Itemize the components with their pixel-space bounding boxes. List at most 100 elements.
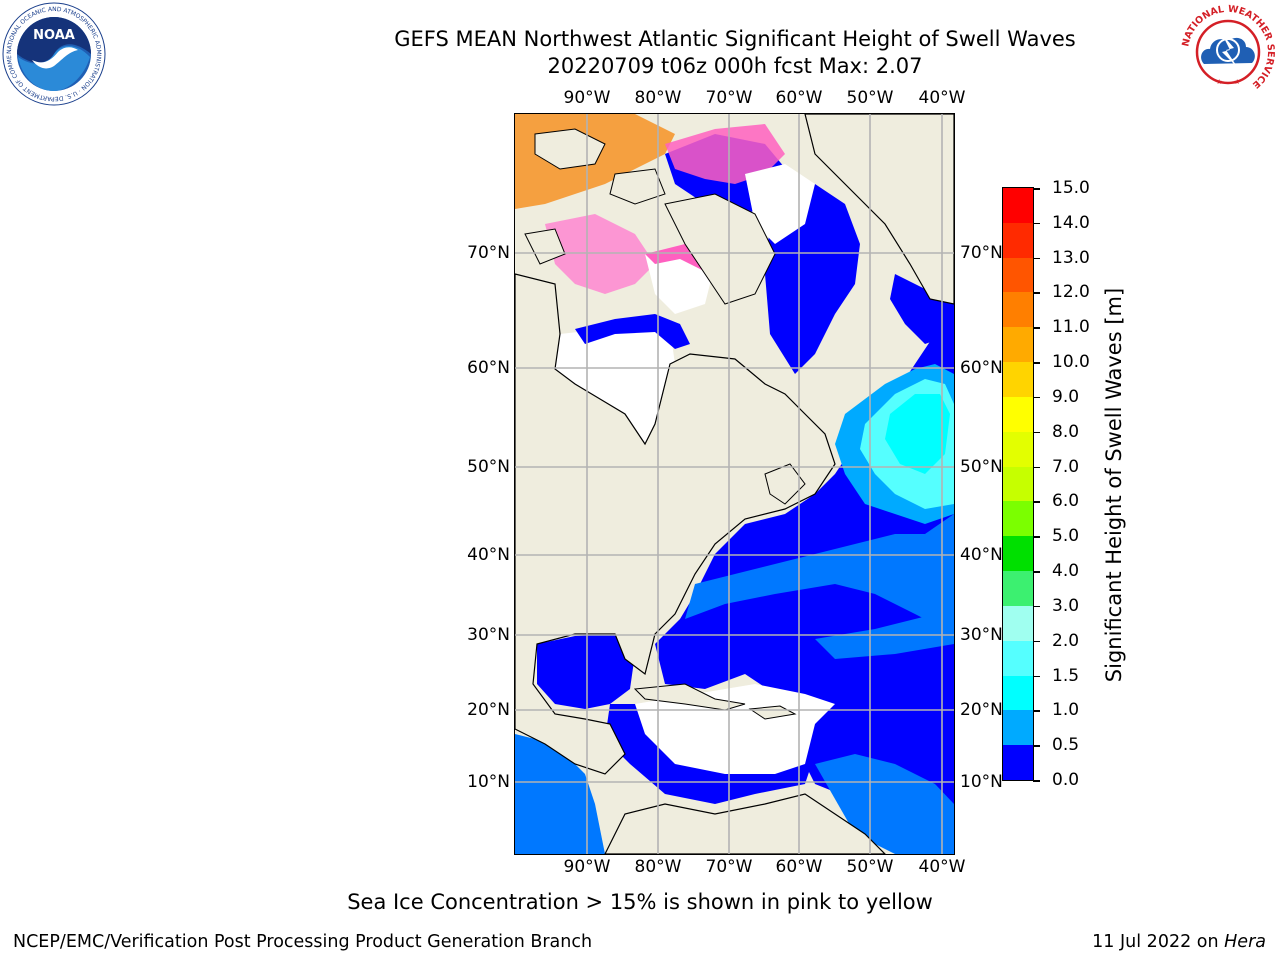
swell-band-0-5-c <box>815 754 954 854</box>
colorbar-segment <box>1003 431 1033 468</box>
colorbar-tick-mark <box>1033 640 1040 643</box>
colorbar-segment <box>1003 466 1033 502</box>
lon-tick-bottom: 90°W <box>563 857 611 877</box>
colorbar-tick-mark <box>1033 710 1040 712</box>
land-south-america <box>604 793 886 854</box>
colorbar-tick-label: 2.0 <box>1052 630 1080 651</box>
land-cuba <box>633 683 746 711</box>
colorbar-tick-mark <box>1033 501 1040 503</box>
hudson-bay-rim <box>575 314 690 349</box>
colorbar-tick-mark <box>1033 745 1040 747</box>
colorbar-tick-mark <box>1033 675 1040 678</box>
colorbar-tick-label: 0.5 <box>1052 735 1080 756</box>
lon-tick-top: 70°W <box>705 88 753 108</box>
colorbar-tick-label: 3.0 <box>1052 595 1080 616</box>
lat-tick-left: 30°N <box>467 625 510 645</box>
colorbar-tick-label: 9.0 <box>1052 386 1080 407</box>
colorbar-segment <box>1003 188 1033 224</box>
svg-text:NOAA: NOAA <box>33 28 75 43</box>
swell-height-map <box>514 113 955 855</box>
ocean-gulf <box>537 634 635 709</box>
colorbar-segment <box>1003 675 1033 711</box>
colorbar-tick-label: 8.0 <box>1052 421 1080 442</box>
lon-tick-top: 90°W <box>563 88 611 108</box>
lon-tick-bottom: 40°W <box>918 857 966 877</box>
sea-ice-edge <box>665 124 785 184</box>
lon-tick-top: 80°W <box>634 88 682 108</box>
sea-ice-footnote: Sea Ice Concentration > 15% is shown in … <box>347 890 933 914</box>
colorbar-tick-label: 15.0 <box>1052 178 1090 198</box>
footer-date: 11 Jul 2022 on Hera <box>1092 932 1266 952</box>
lat-tick-left: 40°N <box>467 545 510 565</box>
chart-subtitle: 20220709 t06z 000h fcst Max: 2.07 <box>547 54 923 78</box>
lat-tick-right: 20°N <box>960 700 1003 720</box>
colorbar-segment <box>1003 536 1033 572</box>
lat-tick-left: 10°N <box>467 772 510 792</box>
colorbar-tick-mark <box>1033 536 1040 538</box>
sea-ice-foxe-edge <box>645 244 715 274</box>
svg-text:★: ★ <box>1216 78 1222 86</box>
lat-tick-right: 40°N <box>960 545 1003 565</box>
lat-tick-left: 70°N <box>467 243 510 263</box>
nws-logo-icon: NATIONAL WEATHER SERVICE ★ ★ <box>1179 3 1277 101</box>
colorbar-tick-label: 0.0 <box>1052 770 1080 790</box>
colorbar-tick-mark <box>1033 222 1040 225</box>
lat-tick-left: 20°N <box>467 700 510 720</box>
footer-credit: NCEP/EMC/Verification Post Processing Pr… <box>13 932 593 952</box>
colorbar-tick-label: 12.0 <box>1052 282 1090 303</box>
swell-band-0-5-b <box>815 614 954 659</box>
colorbar-tick-label: 5.0 <box>1052 526 1080 547</box>
colorbar-segment <box>1003 222 1033 259</box>
graticule <box>515 114 954 854</box>
colorbar-tick-mark <box>1033 431 1040 434</box>
lon-tick-bottom: 70°W <box>705 857 753 877</box>
colorbar-tick-label: 7.0 <box>1052 456 1080 477</box>
colorbar-tick-label: 4.0 <box>1052 561 1080 582</box>
colorbar-segment <box>1003 257 1033 293</box>
noaa-logo-icon: NATIONAL OCEANIC AND ATMOSPHERIC ADMINIS… <box>2 2 106 106</box>
lon-tick-bottom: 50°W <box>846 857 894 877</box>
swell-band-0-5 <box>685 514 954 634</box>
lat-tick-right: 30°N <box>960 625 1003 645</box>
ocean-greenland-east <box>890 274 954 344</box>
lat-tick-right: 50°N <box>960 457 1003 477</box>
colorbar-tick-mark <box>1033 780 1040 782</box>
colorbar-tick-label: 13.0 <box>1052 247 1090 268</box>
nodata-caribbean <box>635 684 835 774</box>
swell-band-2-0 <box>885 394 950 474</box>
lat-tick-left: 50°N <box>467 457 510 477</box>
lat-tick-right: 70°N <box>960 243 1003 263</box>
land-arctic-islands <box>524 128 666 265</box>
colorbar-segment <box>1003 501 1033 537</box>
colorbar-tick-label: 11.0 <box>1052 317 1090 338</box>
colorbar-segment <box>1003 292 1033 328</box>
colorbar-segment <box>1003 362 1033 398</box>
colorbar <box>1002 187 1034 781</box>
svg-text:★: ★ <box>1234 78 1240 86</box>
colorbar-tick-label: 14.0 <box>1052 212 1090 233</box>
colorbar-segment <box>1003 605 1033 642</box>
sea-ice-channels <box>545 214 655 294</box>
colorbar-tick-label: 6.0 <box>1052 491 1080 512</box>
chart-title: GEFS MEAN Northwest Atlantic Significant… <box>394 27 1076 51</box>
colorbar-tick-mark <box>1033 466 1040 469</box>
land-greenland <box>804 114 954 305</box>
colorbar-tick-label: 1.0 <box>1052 700 1080 721</box>
lon-tick-bottom: 80°W <box>634 857 682 877</box>
ocean-pacific <box>515 734 605 854</box>
lon-tick-top: 40°W <box>918 88 966 108</box>
lon-tick-top: 50°W <box>846 88 894 108</box>
lon-tick-top: 60°W <box>775 88 823 108</box>
colorbar-segment <box>1003 571 1033 607</box>
colorbar-tick-label: 1.5 <box>1052 665 1080 686</box>
colorbar-tick-mark <box>1033 257 1040 260</box>
colorbar-segment <box>1003 710 1033 746</box>
lat-tick-right: 60°N <box>960 358 1003 378</box>
colorbar-tick-mark <box>1033 292 1040 294</box>
lat-tick-left: 60°N <box>467 358 510 378</box>
colorbar-tick-label: 10.0 <box>1052 352 1090 373</box>
land-newfoundland <box>764 463 806 505</box>
colorbar-tick-mark <box>1033 327 1040 329</box>
colorbar-tick-mark <box>1033 605 1040 608</box>
colorbar-segment <box>1003 745 1033 781</box>
